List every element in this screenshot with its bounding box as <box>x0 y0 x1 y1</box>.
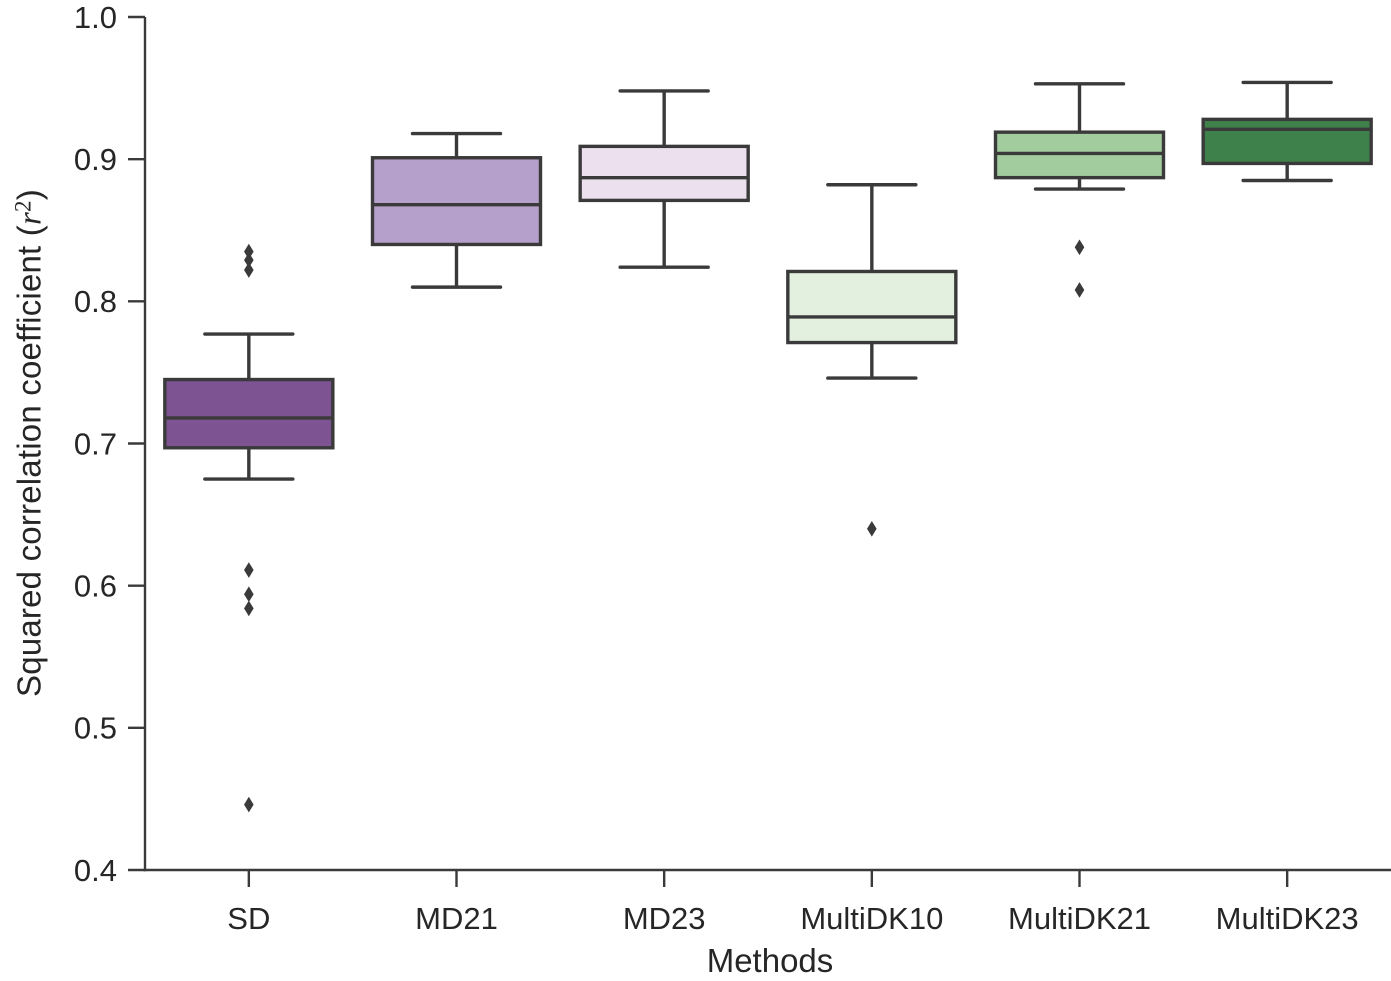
outlier-marker <box>244 586 254 602</box>
outlier-marker <box>867 521 877 537</box>
y-tick-label: 0.9 <box>74 142 117 177</box>
y-axis-label-text: Squared correlation coefficient ( <box>10 225 48 697</box>
y-tick-label: 0.5 <box>74 711 117 746</box>
y-tick-label: 1.0 <box>74 0 117 35</box>
y-axis-label-close: ) <box>10 189 48 201</box>
outlier-marker <box>244 562 254 578</box>
outlier-marker <box>244 243 254 260</box>
box-rect-SD <box>163 377 335 450</box>
outlier-marker <box>1074 239 1085 256</box>
box-rect-MD21 <box>370 156 543 247</box>
outlier-marker <box>1074 282 1085 298</box>
outlier-marker <box>244 262 254 278</box>
box-rect-MultiDK10 <box>786 269 958 345</box>
x-tick-label: SD <box>227 901 270 936</box>
y-tick-label: 0.4 <box>74 853 117 888</box>
y-axis-label-variable: r <box>12 211 49 226</box>
outlier-marker <box>244 600 254 617</box>
x-tick-label: MultiDK10 <box>800 901 943 936</box>
outlier-marker <box>244 796 254 813</box>
y-tick-label: 0.8 <box>74 284 117 319</box>
y-tick-label: 0.6 <box>74 569 117 604</box>
x-tick-label: MultiDK23 <box>1216 901 1359 936</box>
box-rect-MultiDK23 <box>1201 117 1373 166</box>
outlier-marker <box>244 252 254 268</box>
x-tick-label: MultiDK21 <box>1008 901 1151 936</box>
box-rect-MD23 <box>578 144 750 203</box>
y-axis-label-superscript: 2 <box>10 200 36 212</box>
y-axis-label: Squared correlation coefficient (r2) <box>10 189 50 697</box>
x-axis-label: Methods <box>706 942 834 979</box>
x-tick-label: MD21 <box>415 901 498 936</box>
y-tick-label: 0.7 <box>74 426 117 461</box>
x-tick-label: MD23 <box>623 901 706 936</box>
